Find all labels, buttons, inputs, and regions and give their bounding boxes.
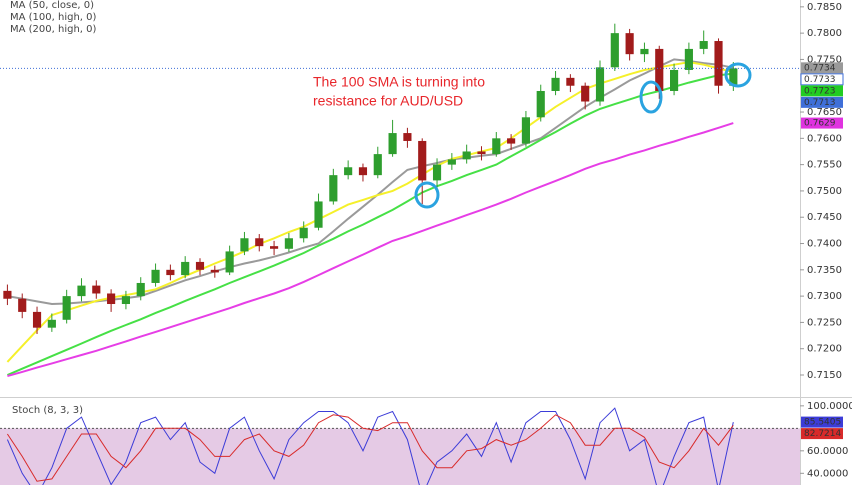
candle-body [477,151,486,155]
candle-body [270,246,279,249]
candle-body [373,154,382,176]
candle-body [388,133,397,155]
candle-body [32,311,42,328]
candle-body [610,33,619,68]
annotation: The 100 SMA is turning into [313,74,485,90]
line-series [7,72,734,376]
candle-body [3,290,12,299]
y-tick-label: 0.7200 [807,344,842,355]
candle-body [121,296,130,305]
candle-body [507,138,516,144]
candle-body [640,48,649,55]
candle-body [299,227,308,239]
legend-entry: MA (200, high, 0) [10,24,97,35]
candle-body [699,41,708,49]
price-marker-label: 0.7733 [804,75,836,85]
candle-body [521,117,530,144]
line-series [6,414,734,482]
candle-body [462,151,471,160]
price-marker [801,416,843,428]
candle-body [447,159,456,165]
candle-body [225,251,234,273]
candle-body [714,41,723,86]
candle-body [47,319,56,328]
highlight-circle [724,62,752,88]
candle-body [62,296,71,320]
legend-entry: MA (50, close, 0) [10,0,94,11]
candle-body [77,285,86,297]
candle-body [329,175,338,202]
candle-body [551,77,560,91]
y-tick-label: 0.7550 [807,160,842,171]
y-tick-label: 0.7650 [807,107,842,118]
y-tick-label: 0.7250 [807,317,842,328]
y-tick-label: 0.7600 [807,133,842,144]
candle-body [729,68,738,86]
y-tick-label: 0.7300 [807,291,842,302]
highlight-circle [639,80,663,114]
line-series [6,407,734,485]
stoch-title: Stoch (8, 3, 3) [12,405,83,416]
y-tick-label: 0.7450 [807,212,842,223]
candle-body [181,261,190,276]
candle-body [492,138,501,155]
candle-body [581,85,590,102]
candle-body [418,140,427,181]
price-marker-label: 0.7629 [804,119,836,129]
candle-body [18,298,27,312]
price-marker-label: 82.7214 [804,429,841,439]
candle-body [536,90,545,118]
candle-body [166,269,175,276]
y-tick-label: 100.0000 [807,401,852,412]
line-series [7,122,734,378]
y-tick-label: 40.0000 [807,468,848,479]
y-tick-label: 0.7350 [807,265,842,276]
stoch-band [0,428,800,485]
line-series [6,61,734,363]
y-tick-label: 0.7800 [807,28,842,39]
candle-body [684,48,693,70]
legend-entry: MA (100, high, 0) [10,12,97,23]
candle-body [595,67,605,102]
candle-body [210,269,219,273]
price-marker [801,85,843,97]
price-marker-label: 0.7734 [804,63,836,73]
candle-body [136,282,145,297]
price-marker [801,62,843,74]
candle-body [625,33,634,55]
price-marker-label: 0.7723 [804,86,836,96]
candle-body [566,77,575,86]
candle-body [240,238,249,252]
candle-body [344,167,353,176]
candle-body [403,133,412,141]
candle-body [432,164,442,181]
candle-body [284,238,293,249]
candle-body [107,293,116,305]
candle-body [655,48,664,91]
price-marker [801,428,843,440]
price-marker [801,117,843,129]
price-marker-label: 85.5405 [804,418,841,428]
candle-body [670,69,679,91]
annotation: resistance for AUD/USD [313,93,463,109]
candle-body [92,285,101,294]
y-tick-label: 0.7500 [807,186,842,197]
price-marker [800,73,844,86]
candle-body [255,238,264,247]
y-tick-label: 0.7400 [807,239,842,250]
y-tick-label: 0.7150 [807,370,842,381]
candle-body [195,261,205,270]
price-marker [801,96,843,108]
y-tick-label: 60.0000 [807,446,848,457]
candle-body [358,167,368,176]
y-tick-label: 0.7750 [807,54,842,65]
highlight-circle [414,181,440,209]
price-marker-label: 0.7713 [804,98,836,108]
candle-body [151,269,160,283]
y-tick-label: 0.7850 [807,2,842,13]
candle-body [314,201,323,228]
